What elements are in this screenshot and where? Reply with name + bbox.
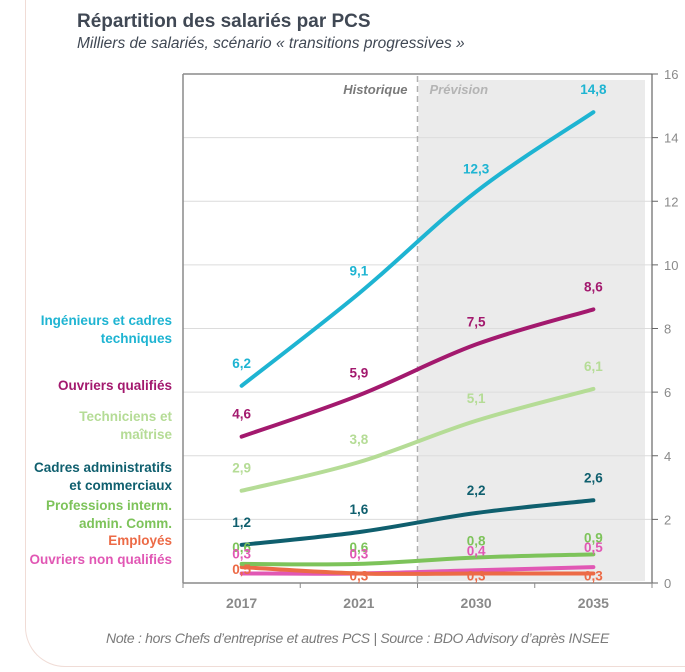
data-label: 0,8 bbox=[467, 534, 486, 549]
chart-title: Répartition des salariés par PCS bbox=[77, 11, 371, 32]
legend-label-5: Employés bbox=[108, 532, 172, 550]
data-label: 7,5 bbox=[467, 314, 486, 329]
x-tick-label: 2035 bbox=[578, 595, 609, 611]
data-label: 0,3 bbox=[467, 568, 486, 583]
y-tick-label: 6 bbox=[664, 385, 671, 400]
data-label: 0,3 bbox=[232, 546, 251, 561]
series-line-1 bbox=[239, 307, 596, 439]
series-line-2 bbox=[239, 386, 596, 493]
legend-label-1: Ouvriers qualifiés bbox=[58, 377, 172, 395]
x-tick-label: 2017 bbox=[226, 595, 257, 611]
legend-label-line: et commerciaux bbox=[69, 478, 172, 493]
legend-label-0: Ingénieurs et cadres techniques bbox=[41, 312, 172, 348]
legend-label-line: Techniciens et bbox=[79, 409, 172, 424]
card-frame bbox=[25, 0, 685, 667]
x-tick-label: 2030 bbox=[461, 595, 492, 611]
legend-label-6: Ouvriers non qualifiés bbox=[29, 551, 172, 569]
chart-subtitle: Milliers de salariés, scénario « transit… bbox=[77, 35, 465, 52]
y-tick-label: 0 bbox=[664, 576, 671, 591]
data-label: 9,1 bbox=[349, 264, 368, 279]
data-label: 0,5 bbox=[584, 540, 603, 555]
region-label-prevision: Prévision bbox=[430, 82, 489, 97]
data-label: 6,1 bbox=[584, 359, 603, 374]
data-label: 3,8 bbox=[349, 432, 368, 447]
forecast-region-shade bbox=[418, 80, 645, 581]
region-label-historique: Historique bbox=[343, 82, 407, 97]
data-label: 0,9 bbox=[584, 530, 603, 545]
legend-label-4: Professions interm. admin. Comm. bbox=[46, 497, 172, 533]
data-label: 6,2 bbox=[232, 356, 251, 371]
y-tick-label: 14 bbox=[664, 131, 678, 146]
data-label: 14,8 bbox=[580, 82, 607, 97]
x-tick-label: 2021 bbox=[343, 595, 374, 611]
legend-label-line: Ingénieurs et cadres bbox=[40, 313, 172, 328]
data-label: 5,9 bbox=[349, 365, 368, 380]
y-tick-label: 10 bbox=[664, 258, 678, 273]
data-label: 1,2 bbox=[232, 515, 251, 530]
data-label: 0,4 bbox=[467, 543, 486, 558]
legend-label-line: Cadres administratifs bbox=[33, 460, 172, 475]
legend-label-line: Professions interm. bbox=[45, 498, 172, 513]
source-note: Note : hors Chefs d’entreprise et autres… bbox=[106, 630, 609, 646]
y-tick-label: 8 bbox=[664, 322, 671, 337]
series-line-3 bbox=[239, 498, 596, 547]
data-label: 8,6 bbox=[584, 279, 603, 294]
y-tick-label: 4 bbox=[664, 449, 671, 464]
legend-label-line: maîtrise bbox=[120, 427, 172, 442]
legend-label-line: Ouvriers non qualifiés bbox=[29, 552, 172, 567]
legend-label-line: admin. Comm. bbox=[78, 516, 172, 531]
data-label: 4,6 bbox=[232, 407, 251, 422]
data-label: 0,6 bbox=[349, 540, 368, 555]
data-label: 0,6 bbox=[232, 540, 251, 555]
data-label: 0,3 bbox=[349, 546, 368, 561]
legend-label-line: techniques bbox=[100, 331, 172, 346]
legend-label-3: Cadres administratifs et commerciaux bbox=[34, 459, 172, 495]
data-label: 1,6 bbox=[349, 502, 368, 517]
legend-label-line: Employés bbox=[108, 533, 172, 548]
data-label: 0,3 bbox=[584, 568, 603, 583]
data-label: 5,1 bbox=[467, 391, 486, 406]
data-label: 0,5 bbox=[232, 562, 251, 577]
data-label: 0,3 bbox=[349, 568, 368, 583]
data-label: 12,3 bbox=[463, 162, 490, 177]
series-line-5 bbox=[239, 565, 596, 576]
data-label: 2,2 bbox=[467, 483, 486, 498]
series-line-0 bbox=[239, 110, 596, 388]
y-tick-label: 12 bbox=[664, 194, 678, 209]
series-line-4 bbox=[239, 552, 596, 567]
legend-label-2: Techniciens et maîtrise bbox=[79, 408, 172, 444]
y-tick-label: 16 bbox=[664, 67, 678, 82]
y-tick-label: 2 bbox=[664, 512, 671, 527]
legend-label-line: Ouvriers qualifiés bbox=[57, 378, 172, 393]
data-label: 2,9 bbox=[232, 461, 251, 476]
data-label: 2,6 bbox=[584, 470, 603, 485]
